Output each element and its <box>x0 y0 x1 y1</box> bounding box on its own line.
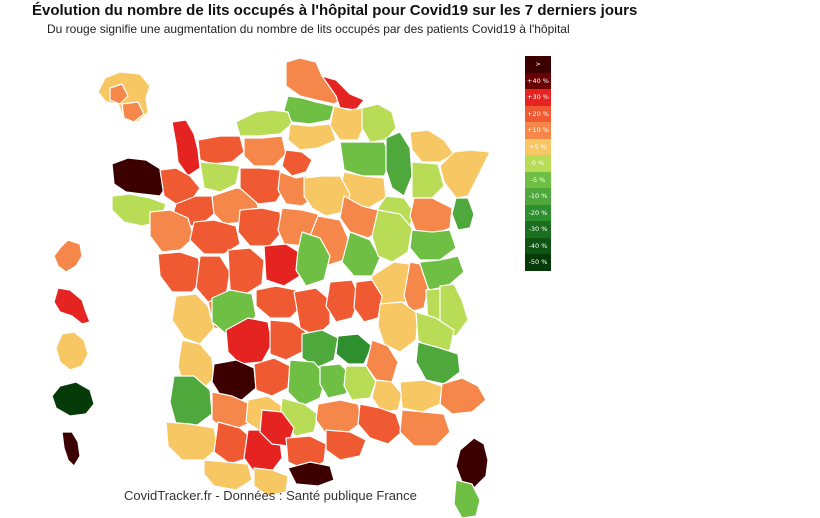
dept-alpes-maritimes <box>439 377 487 415</box>
dept-cotes-armor <box>159 167 201 205</box>
dept-haute-loire <box>301 329 339 369</box>
dept-moselle <box>409 129 455 163</box>
region-mayotte-small <box>61 431 81 467</box>
dept-meurthe <box>411 161 445 199</box>
dept-haute-pyrenees <box>203 459 253 491</box>
dept-seine-maritime <box>235 109 293 137</box>
dept-ardeche-north <box>335 333 373 365</box>
dept-allier <box>295 231 331 287</box>
dept-oise <box>287 123 337 151</box>
legend-entry: -30 % <box>525 221 551 238</box>
dept-paris-area <box>281 149 313 177</box>
legend-entry: +10 % <box>525 122 551 139</box>
dept-gard-south <box>325 429 367 461</box>
map-title: Évolution du nombre de lits occupés à l'… <box>32 2 638 19</box>
dept-landes <box>169 375 213 427</box>
dept-vosges <box>409 197 453 235</box>
source-caption: CovidTracker.fr - Données : Santé publiq… <box>124 488 417 503</box>
dept-savoie <box>415 311 455 353</box>
dept-hautes-alpes <box>415 341 461 385</box>
region-guadeloupe-inner <box>109 83 129 105</box>
legend-entry: +30 % <box>525 89 551 106</box>
dept-ariege <box>253 467 289 497</box>
dept-creuse <box>255 285 303 319</box>
dept-cote-or <box>371 209 413 263</box>
dept-marne <box>339 141 393 177</box>
dept-jura <box>403 261 429 313</box>
dept-haute-saone <box>409 229 457 261</box>
dept-eure <box>243 135 287 167</box>
dept-isere <box>377 301 419 353</box>
dept-alsace-lower <box>451 197 475 231</box>
dept-aveyron <box>287 359 327 407</box>
dept-bouches-du-rhone <box>357 403 403 445</box>
dept-finistere <box>111 157 169 197</box>
dept-gard-north <box>343 365 377 401</box>
dept-vienne <box>227 247 265 295</box>
dept-pyrenees-orientales <box>287 461 335 487</box>
dept-pyrenees-atlantiques <box>165 421 219 461</box>
dept-vaucluse <box>371 379 403 413</box>
region-guadeloupe-east <box>121 101 145 123</box>
legend-entry: -5 % <box>525 171 551 188</box>
dept-ardennes <box>361 103 397 143</box>
dept-aude <box>285 435 327 471</box>
legend-entry: > <box>525 56 551 73</box>
dept-lot-et-garonne <box>211 391 251 433</box>
dept-manche <box>171 119 201 177</box>
corner-text: ······· <box>622 0 645 3</box>
legend-entry: +20 % <box>525 105 551 122</box>
legend-entry: -10 % <box>525 188 551 205</box>
dept-orne <box>199 161 241 193</box>
dept-pas-de-calais <box>321 75 365 111</box>
dept-corse-du-sud <box>453 479 481 518</box>
map-legend: > +40 % +30 % +20 % +10 % +5 % 0 % -5 % -10 % -20… <box>525 56 551 271</box>
dept-correze-north <box>225 317 273 365</box>
region-reunion <box>51 381 95 417</box>
dept-meuse <box>385 131 413 197</box>
dept-rhone <box>353 279 383 323</box>
region-mayotte <box>55 331 89 371</box>
map-subtitle: Du rouge signifie une augmentation du no… <box>47 22 570 36</box>
dept-loire-atlantique <box>149 209 195 253</box>
dept-aisne <box>329 105 365 141</box>
dept-maine-et-loire <box>189 219 241 255</box>
dept-dordogne <box>211 359 257 401</box>
dept-herault <box>315 399 363 435</box>
dept-charente-maritime <box>171 293 215 345</box>
dept-haute-corse <box>455 437 489 489</box>
dept-calvados <box>197 135 245 165</box>
dept-bas-rhin <box>439 149 491 199</box>
legend-entry: -20 % <box>525 204 551 221</box>
dept-lozere <box>319 363 353 399</box>
legend-entry: -40 % <box>525 237 551 254</box>
legend-entry: +40 % <box>525 72 551 89</box>
region-martinique <box>53 239 83 273</box>
dept-var <box>399 409 451 447</box>
legend-entry: -50 % <box>525 254 551 271</box>
region-guyane <box>53 287 91 325</box>
dept-lot <box>253 357 291 397</box>
legend-entry: +5 % <box>525 138 551 155</box>
dept-indre-et-loire <box>237 207 283 247</box>
dept-loire <box>325 279 361 323</box>
dept-alpes-haute-provence <box>399 379 443 413</box>
legend-entry: 0 % <box>525 155 551 172</box>
